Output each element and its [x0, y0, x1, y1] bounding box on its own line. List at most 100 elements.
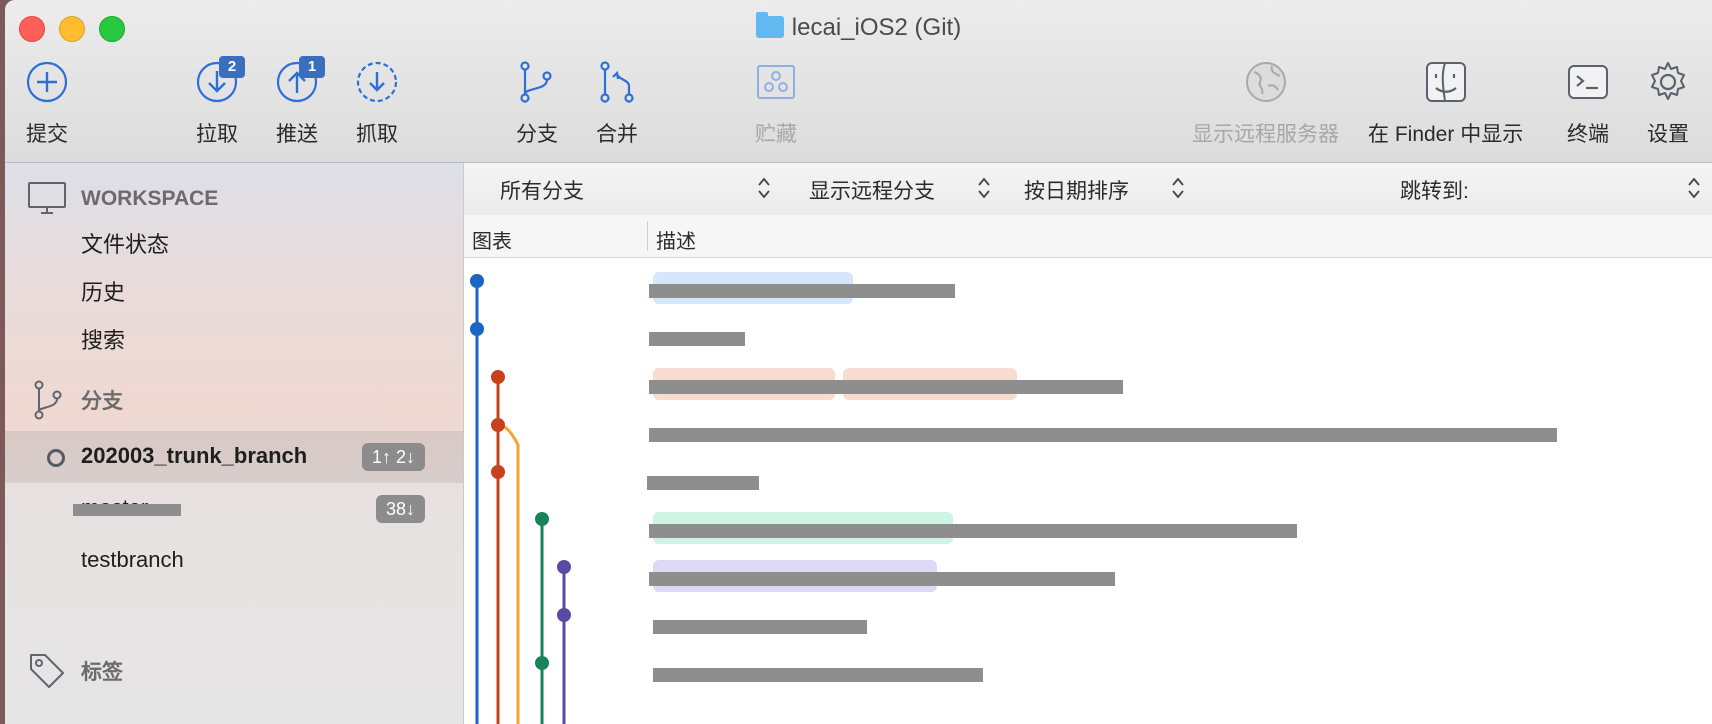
pull-count-badge: 2 — [219, 56, 245, 78]
filter-bar: 所有分支 显示远程分支 按日期排序 跳转到: — [464, 163, 1712, 215]
branches-header[interactable]: 分支 — [27, 379, 123, 421]
updown-chevron-icon — [758, 177, 770, 199]
commit-node[interactable] — [557, 608, 571, 622]
zoom-window-button[interactable] — [99, 16, 125, 42]
current-branch-indicator — [47, 449, 65, 467]
stash-label: 贮藏 — [755, 123, 797, 146]
pull-arrow-icon: 2 — [195, 56, 245, 104]
pull-label: 拉取 — [196, 123, 238, 146]
window-title-text: lecai_iOS2 (Git) — [791, 14, 962, 41]
sidebar: WORKSPACE 文件状态 历史 搜索 分支 202003_trunk_bra… — [5, 163, 464, 724]
workspace-header: WORKSPACE — [27, 181, 218, 217]
merge-button[interactable]: 合并 — [595, 60, 639, 148]
settings-label: 设置 — [1647, 123, 1689, 146]
sort-select[interactable]: 按日期排序 — [1024, 180, 1129, 203]
sidebar-item-file-status[interactable]: 文件状态 — [81, 232, 170, 257]
pull-button[interactable]: 2 拉取 — [195, 56, 245, 148]
commit-node[interactable] — [491, 370, 505, 384]
finder-icon — [1424, 60, 1468, 104]
terminal-button[interactable]: 终端 — [1566, 60, 1610, 148]
redaction-bar — [649, 428, 1557, 442]
commit-row[interactable] — [647, 551, 1712, 603]
commit-row[interactable] — [647, 455, 1712, 507]
sidebar-item-history[interactable]: 历史 — [81, 280, 126, 305]
column-header: 图表 描述 — [464, 215, 1712, 258]
plus-circle-icon — [25, 60, 69, 104]
stash-icon — [754, 60, 798, 104]
remote-branch-select[interactable]: 显示远程分支 — [809, 180, 935, 203]
tags-label: 标签 — [81, 661, 123, 684]
commit-row[interactable] — [647, 599, 1712, 651]
commit-node[interactable] — [470, 322, 484, 336]
show-remote-label: 显示远程服务器 — [1192, 123, 1339, 146]
branch-label: 分支 — [516, 123, 558, 146]
redaction-bar — [653, 620, 867, 634]
branch-item-current[interactable]: 202003_trunk_branch 1↑ 2↓ — [5, 431, 463, 483]
commit-button[interactable]: 提交 — [25, 60, 69, 148]
workspace-label: WORKSPACE — [81, 187, 219, 210]
commit-row[interactable] — [647, 503, 1712, 555]
stash-button[interactable]: 贮藏 — [754, 60, 798, 148]
branch-name: testbranch — [81, 547, 184, 572]
show-remote-button[interactable]: 显示远程服务器 — [1192, 60, 1339, 148]
redaction-bar — [649, 572, 1115, 586]
commit-node[interactable] — [491, 465, 505, 479]
fetch-arrow-icon — [355, 60, 399, 104]
column-divider[interactable] — [647, 221, 648, 251]
fetch-label: 抓取 — [356, 123, 398, 146]
computer-icon — [28, 182, 66, 214]
commit-label: 提交 — [26, 123, 68, 146]
branch-behind-badge: 38↓ — [375, 495, 425, 523]
jump-to-select[interactable]: 跳转到: — [1400, 180, 1469, 203]
show-in-finder-button[interactable]: 在 Finder 中显示 — [1368, 60, 1523, 148]
branch-icon — [34, 380, 62, 420]
updown-chevron-icon — [1688, 177, 1700, 199]
toolbar: lecai_iOS2 (Git) 提交 2 拉取 1 推送 — [5, 0, 1712, 163]
fetch-button[interactable]: 抓取 — [355, 60, 399, 148]
tags-header[interactable]: 标签 — [27, 651, 123, 691]
settings-button[interactable]: 设置 — [1646, 60, 1690, 148]
commit-row[interactable] — [647, 407, 1712, 459]
merge-label: 合并 — [596, 123, 638, 146]
branch-name: 202003_trunk_branch — [81, 443, 308, 468]
commit-node[interactable] — [491, 418, 505, 432]
commit-row[interactable] — [647, 359, 1712, 411]
redaction-bar — [649, 524, 1297, 538]
redaction-bar — [649, 284, 955, 298]
close-window-button[interactable] — [19, 16, 45, 42]
push-arrow-icon: 1 — [275, 56, 325, 104]
branch-item-master[interactable]: master 38↓ — [5, 483, 463, 535]
commit-history-panel: 所有分支 显示远程分支 按日期排序 跳转到: 图表 描述 — [464, 163, 1712, 724]
commit-row[interactable] — [647, 311, 1712, 363]
commit-graph — [470, 274, 571, 724]
sidebar-item-search[interactable]: 搜索 — [81, 328, 126, 353]
push-label: 推送 — [276, 123, 318, 146]
redaction-bar — [653, 668, 983, 682]
commit-row[interactable] — [647, 647, 1712, 699]
commit-node[interactable] — [470, 274, 484, 288]
redaction-bar — [649, 332, 745, 346]
description-column-header[interactable]: 描述 — [656, 231, 696, 253]
branch-icon — [515, 60, 559, 104]
gear-icon — [1646, 60, 1690, 104]
updown-chevron-icon — [1172, 177, 1184, 199]
commit-node[interactable] — [535, 512, 549, 526]
window-title: lecai_iOS2 (Git) — [5, 12, 1712, 42]
commit-node[interactable] — [535, 656, 549, 670]
branches-label: 分支 — [81, 390, 123, 413]
branch-filter-select[interactable]: 所有分支 — [500, 180, 584, 203]
push-button[interactable]: 1 推送 — [275, 56, 325, 148]
commit-row[interactable] — [647, 263, 1712, 315]
commit-node[interactable] — [557, 560, 571, 574]
terminal-icon — [1566, 60, 1610, 104]
minimize-window-button[interactable] — [59, 16, 85, 42]
show-in-finder-label: 在 Finder 中显示 — [1368, 123, 1524, 146]
app-window: lecai_iOS2 (Git) 提交 2 拉取 1 推送 — [5, 0, 1712, 724]
tag-icon — [30, 654, 64, 688]
push-count-badge: 1 — [299, 56, 325, 78]
branch-button[interactable]: 分支 — [515, 60, 559, 148]
graph-column-header[interactable]: 图表 — [472, 231, 512, 253]
branch-item-testbranch[interactable]: testbranch — [5, 535, 463, 587]
redaction-bar — [73, 504, 181, 516]
folder-icon — [755, 12, 784, 38]
